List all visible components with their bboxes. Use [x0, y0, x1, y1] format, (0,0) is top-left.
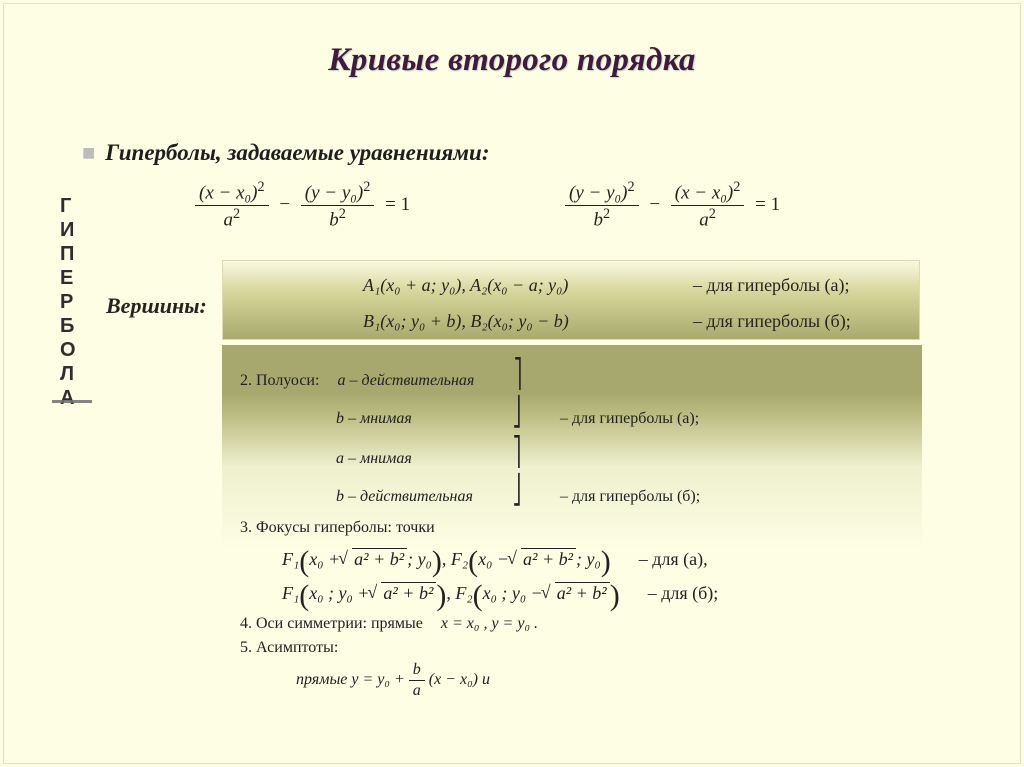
- box-shadow: [222, 744, 930, 758]
- eq-b-pow1: 2: [627, 179, 634, 195]
- eq-a-den2: b: [329, 210, 339, 231]
- foci-row-a: F₁ ( x₀ + a² + b² ; y₀ ), F₂ ( x₀ − a² +…: [282, 547, 908, 571]
- f1a-args: x₀ +: [309, 549, 340, 570]
- eq-a-num2: (y − y₀): [305, 182, 363, 203]
- f1a-rad: a² + b²: [352, 548, 407, 569]
- f1a-name: F₁: [282, 549, 299, 570]
- vletter: А: [60, 386, 76, 410]
- f2a-rad: a² + b²: [521, 548, 576, 569]
- eq-a-num1: (x − x₀): [199, 182, 257, 203]
- vletter: И: [60, 218, 76, 242]
- item5-label: 5. Асимптоты:: [240, 639, 908, 657]
- vletter: Б: [60, 314, 76, 338]
- bullet-text: Гиперболы, задаваемые уравнениями:: [105, 140, 489, 166]
- eq-a-den1-pow: 2: [233, 206, 240, 222]
- vertices-b-points: B₁(x₀; y₀ + b), B₂(x₀; y₀ − b): [363, 311, 569, 331]
- slide-stage: Кривые второго порядка ■ Гиперболы, зада…: [0, 0, 1024, 767]
- item2-a-real: a – действительная: [337, 372, 507, 390]
- asym-den: a: [413, 681, 421, 700]
- vletter: Е: [60, 266, 76, 290]
- f2b-rad: a² + b²: [555, 582, 610, 603]
- vletter: Г: [60, 194, 76, 218]
- f2b-name: F₂: [455, 583, 472, 604]
- eq-b-den1: b: [593, 210, 603, 231]
- bracket-icon: ⎤: [513, 435, 521, 469]
- asym-num: b: [409, 661, 425, 681]
- eq-b-den2: a: [699, 210, 709, 231]
- bracket-icon: ⎦: [513, 473, 521, 507]
- vertices-box: A₁(x₀ + a; y₀), A₂(x₀ − a; y₀) – для гип…: [222, 260, 920, 340]
- vertical-label-underline: [52, 400, 92, 403]
- f2a-args: x₀ −: [478, 549, 509, 570]
- vletter: Л: [60, 362, 76, 386]
- eq-b-op: −: [643, 194, 666, 215]
- item2-label: 2. Полуоси:: [240, 372, 319, 389]
- equation-b: (y − y₀)2 b2 − (x − x₀)2 a2 = 1: [565, 180, 786, 231]
- equation-a: (x − x₀)2 a2 − (y − y₀)2 b2 = 1: [195, 180, 416, 231]
- item2-b-real: b – действительная: [336, 488, 506, 506]
- item4-label: 4. Оси симметрии: прямые: [240, 615, 423, 632]
- vertices-a-points: A₁(x₀ + a; y₀), A₂(x₀ − a; y₀): [363, 275, 568, 295]
- f2b-args: x₀ ; y₀ −: [483, 583, 543, 604]
- eq-a-pow2: 2: [363, 179, 370, 195]
- f2a-post: ; y₀: [576, 549, 601, 570]
- vletter: О: [60, 338, 76, 362]
- item2-a-imag: a – мнимая: [336, 450, 506, 468]
- bullet-row: ■ Гиперболы, задаваемые уравнениями:: [82, 140, 984, 166]
- vertices-b-note: – для гиперболы (б);: [693, 311, 909, 332]
- eq-b-num1: (y − y₀): [569, 182, 627, 203]
- eq-b-pow2: 2: [733, 179, 740, 195]
- item3-label: 3. Фокусы гиперболы: точки: [240, 519, 908, 537]
- bracket-icon: ⎦: [513, 395, 521, 429]
- item2-for-b: – для гиперболы (б);: [560, 488, 700, 505]
- bullet-square-icon: ■: [82, 142, 95, 164]
- vletter: П: [60, 242, 76, 266]
- item2-b-imag: b – мнимая: [336, 410, 506, 428]
- foci-a-note: – для (а),: [639, 549, 708, 570]
- eq-a-rhs: = 1: [379, 194, 416, 215]
- slide-title: Кривые второго порядка: [0, 42, 1024, 79]
- eq-b-den1-pow: 2: [603, 206, 610, 222]
- vertical-hyperbola-label: Г И П Е Р Б О Л А: [60, 194, 76, 410]
- eq-b-den2-pow: 2: [709, 206, 716, 222]
- f1a-post: ; y₀: [407, 549, 432, 570]
- foci-b-note: – для (б);: [648, 583, 719, 604]
- asym-post: (x − x₀) и: [429, 671, 490, 689]
- f1b-name: F₁: [282, 583, 299, 604]
- details-box: 2. Полуоси: a – действительная ⎤ b – мни…: [222, 345, 922, 752]
- vletter: Р: [60, 290, 76, 314]
- eq-a-op: −: [273, 194, 296, 215]
- foci-row-b: F₁ ( x₀ ; y₀ + a² + b² ), F₂ ( x₀ ; y₀ −…: [282, 581, 908, 605]
- eq-b-num2: (x − x₀): [675, 182, 733, 203]
- f1b-rad: a² + b²: [381, 582, 436, 603]
- bracket-icon: ⎤: [514, 357, 522, 391]
- eq-b-rhs: = 1: [749, 194, 786, 215]
- item2-for-a: – для гиперболы (а);: [560, 410, 699, 428]
- eq-a-den1: a: [223, 210, 233, 231]
- eq-a-den2-pow: 2: [339, 206, 346, 222]
- f1b-args: x₀ ; y₀ +: [309, 583, 369, 604]
- item4-eqs: x = x₀ , y = y₀ .: [441, 615, 538, 632]
- f2a-name: F₂: [451, 549, 468, 570]
- eq-a-pow1: 2: [257, 179, 264, 195]
- asym-pre: прямые y = y₀ +: [296, 671, 405, 689]
- vertices-a-note: – для гиперболы (а);: [693, 275, 909, 296]
- vertices-label: Вершины:: [106, 293, 207, 319]
